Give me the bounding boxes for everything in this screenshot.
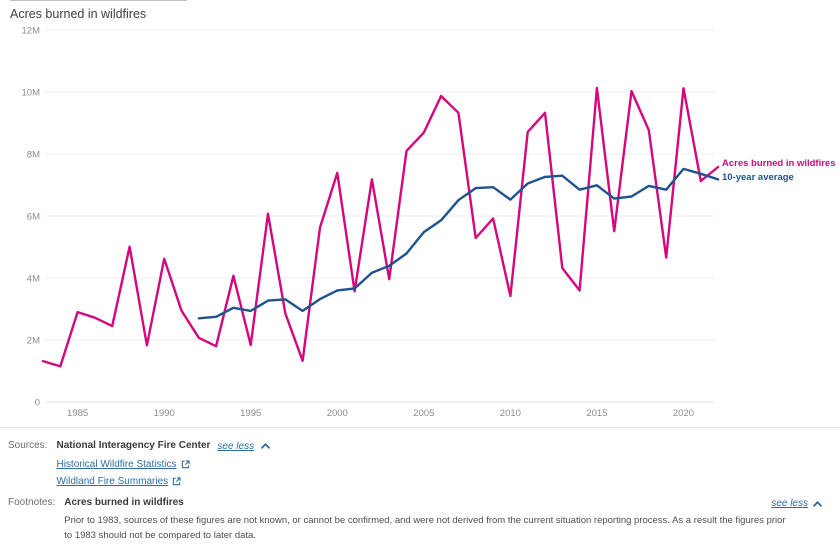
footnote-text: Prior to 1983, sources of these figures … <box>64 515 786 541</box>
footnotes-see-less-link[interactable]: see less <box>771 498 808 509</box>
external-link-icon[interactable] <box>172 477 181 486</box>
x-axis-tick-label: 1990 <box>154 408 175 419</box>
chevron-up-icon[interactable] <box>261 443 270 449</box>
sources-see-less-link[interactable]: see less <box>217 440 255 452</box>
ten-year-average-line <box>197 167 720 320</box>
chart-legend: Acres burned in wildfires 10-year averag… <box>722 157 836 184</box>
external-link-icon[interactable] <box>181 460 190 469</box>
y-axis-tick-label: 10M <box>22 88 41 99</box>
acres-burned-line <box>41 86 720 368</box>
sources-content: National Interagency Fire Center see les… <box>56 439 270 488</box>
sources-section: Sources: National Interagency Fire Cente… <box>8 439 270 488</box>
footnotes-label: Footnotes: <box>8 497 56 508</box>
footnotes-see-less: see less <box>771 497 822 510</box>
y-axis-tick-label: 4M <box>27 274 40 285</box>
historical-wildfire-statistics-link[interactable]: Historical Wildfire Statistics <box>56 459 177 470</box>
y-axis-tick-label: 0 <box>35 398 40 409</box>
x-axis-tick-label: 2015 <box>586 408 607 419</box>
top-rule <box>10 0 187 1</box>
footnotes-section: Footnotes: Acres burned in wildfires Pri… <box>8 496 788 543</box>
y-axis-tick-label: 8M <box>27 150 40 161</box>
chart-footer-divider <box>0 427 840 428</box>
y-axis-tick-label: 12M <box>22 26 41 37</box>
x-axis-tick-label: 1995 <box>240 408 261 419</box>
source-name: National Interagency Fire Center <box>56 440 211 451</box>
acres-burned-line-chart[interactable]: 0 2M 4M 6M 8M 10M 12M 1985 1990 1995 2000 2005 2010 2… <box>0 0 840 430</box>
x-axis-tick-label: 2005 <box>413 408 434 419</box>
footnotes-content: Acres burned in wildfires Prior to 1983,… <box>64 496 788 543</box>
x-axis-tick-label: 2010 <box>500 408 521 419</box>
chevron-up-icon[interactable] <box>813 500 822 507</box>
chart-title: Acres burned in wildfires <box>10 7 147 21</box>
x-axis-tick-label: 2000 <box>327 408 348 419</box>
x-axis-tick-label: 2020 <box>673 408 694 419</box>
y-axis-tick-label: 2M <box>27 336 40 347</box>
wildland-fire-summaries-link[interactable]: Wildland Fire Summaries <box>56 476 169 487</box>
x-axis-tick-label: 1985 <box>67 408 88 419</box>
y-axis-tick-label: 6M <box>27 212 40 223</box>
footnote-title: Acres burned in wildfires <box>64 497 184 508</box>
sources-label: Sources: <box>8 440 48 451</box>
legend-10-year-average-label: 10-year average <box>722 171 794 183</box>
legend-acres-burned-label: Acres burned in wildfires <box>722 158 836 169</box>
